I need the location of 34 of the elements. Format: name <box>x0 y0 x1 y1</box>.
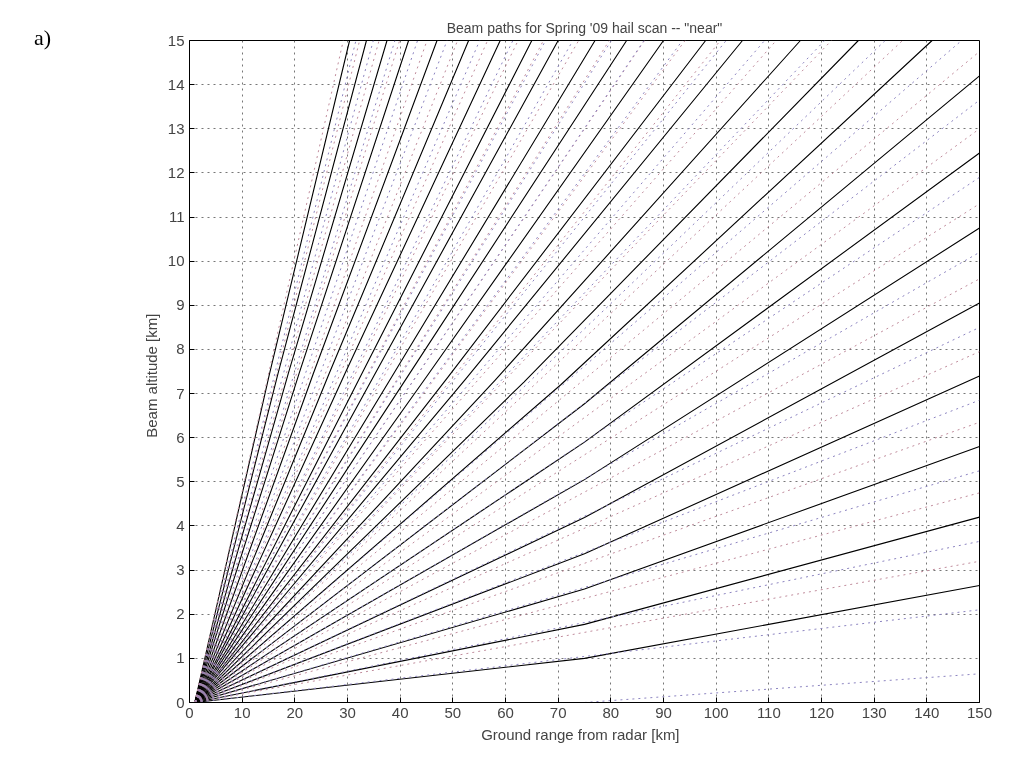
y-tick-label: 3 <box>176 561 185 579</box>
y-tick-label: 8 <box>176 340 185 358</box>
y-tick-label: 7 <box>176 384 185 402</box>
x-tick-label: 140 <box>914 703 940 721</box>
x-tick-label: 150 <box>966 703 993 721</box>
y-tick-label: 11 <box>168 208 185 226</box>
y-tick-label: 15 <box>167 31 185 49</box>
text: a) <box>34 24 52 52</box>
x-tick-label: 80 <box>602 703 620 721</box>
x-tick-label: 10 <box>233 703 251 721</box>
x-tick-label: 110 <box>756 703 781 721</box>
y-tick-label: 1 <box>176 649 185 667</box>
x-tick-label: 130 <box>861 703 887 721</box>
x-tick-label: 70 <box>549 703 567 721</box>
y-tick-label: 14 <box>167 75 185 93</box>
x-tick-label: 100 <box>703 703 729 721</box>
y-tick-label: 2 <box>176 605 185 623</box>
x-axis-title: Ground range from radar [km] <box>481 725 680 743</box>
y-tick-label: 13 <box>167 119 185 137</box>
y-tick-label: 12 <box>167 163 185 181</box>
x-tick-label: 30 <box>339 703 356 721</box>
y-tick-label: 10 <box>167 252 185 270</box>
x-tick-label: 20 <box>286 703 304 721</box>
y-tick-label: 6 <box>176 428 185 446</box>
y-tick-label: 5 <box>176 472 185 490</box>
x-tick-label: 120 <box>808 703 835 721</box>
x-tick-label: 40 <box>391 703 409 721</box>
y-axis-title: Beam altitude [km] <box>142 313 160 438</box>
y-tick-label: 4 <box>176 516 185 534</box>
x-tick-label: 50 <box>444 703 462 721</box>
x-tick-label: 60 <box>497 703 514 721</box>
y-tick-label: 9 <box>176 296 185 314</box>
x-tick-label: 90 <box>655 703 672 721</box>
chart-title: Beam paths for Spring '09 hail scan -- "near" <box>446 19 723 36</box>
